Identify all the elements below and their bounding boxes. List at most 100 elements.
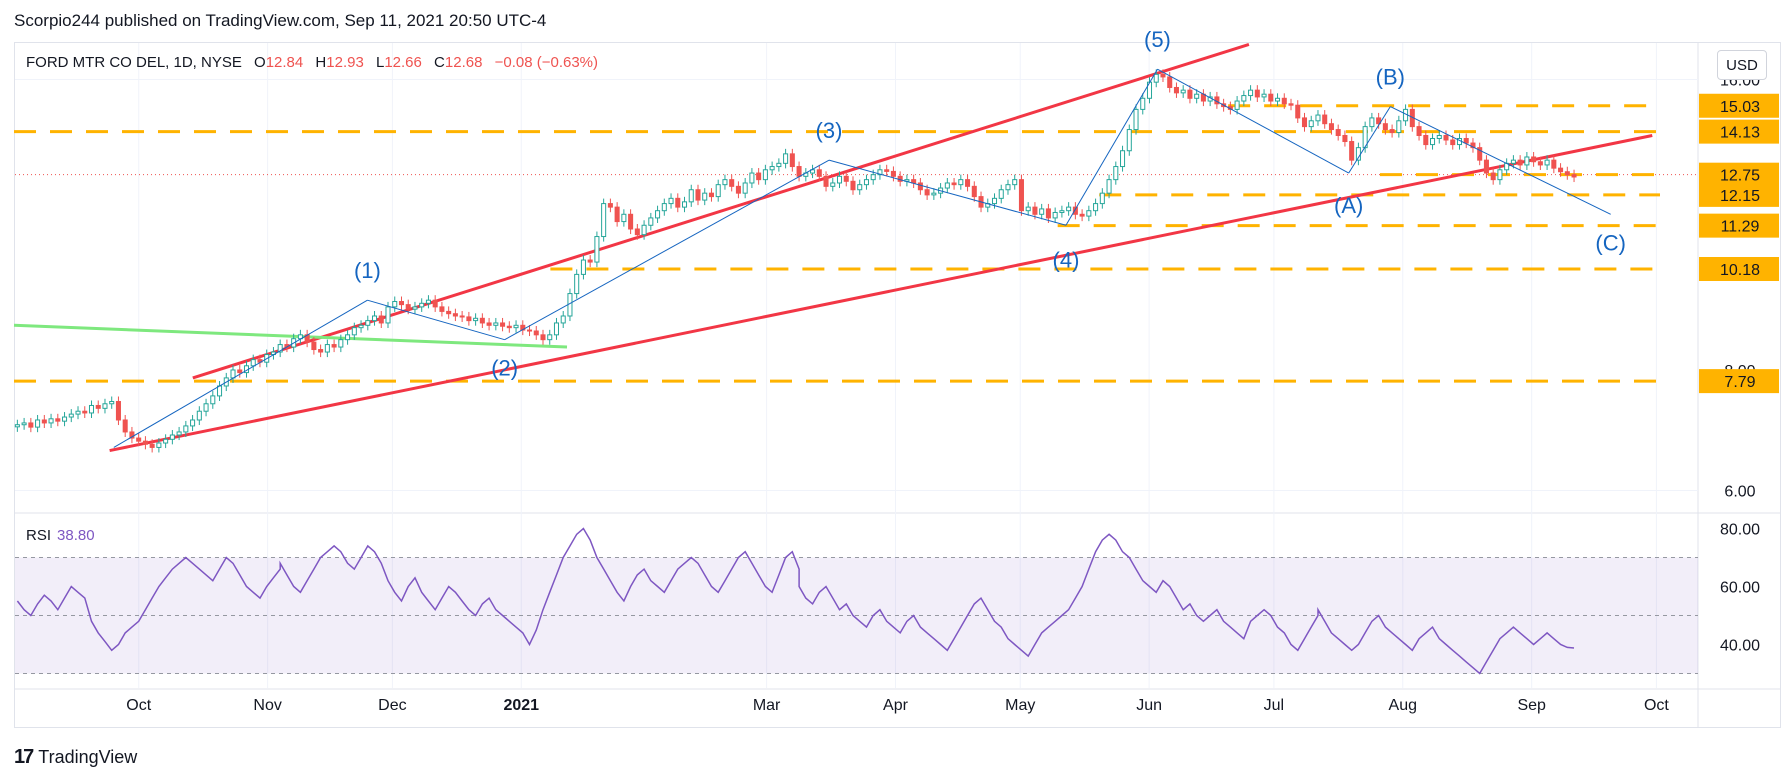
candle — [533, 325, 539, 340]
candle-body — [533, 330, 539, 336]
candle — [634, 223, 640, 240]
candle-body — [742, 182, 748, 194]
candle-body — [473, 317, 479, 322]
wave-label: (3) — [816, 118, 843, 143]
candle-body — [196, 410, 202, 421]
candle — [877, 164, 883, 180]
ohlc-legend: FORD MTR CO DEL, 1D, NYSE O12.84 H12.93 … — [26, 54, 598, 71]
candle — [1335, 124, 1341, 141]
candle-body — [547, 334, 553, 341]
candle-body — [681, 201, 688, 208]
wave-segment — [367, 299, 505, 341]
candle-body — [675, 197, 681, 208]
candle — [857, 179, 863, 195]
wave-label: (A) — [1334, 193, 1363, 218]
candle-body — [580, 259, 586, 275]
candle — [1241, 90, 1247, 107]
rsi-tick-label: 80.00 — [1720, 522, 1760, 539]
candle — [1537, 156, 1543, 170]
candle-body — [1194, 93, 1200, 99]
candle-body — [1086, 210, 1092, 217]
candle-body — [1288, 103, 1294, 106]
candle — [250, 354, 256, 371]
candle — [419, 298, 425, 312]
time-tick-label: Oct — [126, 697, 151, 714]
candle-body — [1261, 93, 1267, 98]
candle — [547, 329, 553, 345]
candle-body — [365, 320, 371, 326]
candle — [729, 174, 735, 192]
candle — [68, 409, 74, 423]
candle-body — [21, 422, 27, 426]
current-price-tag — [1699, 162, 1779, 187]
candle — [580, 255, 586, 280]
candle — [904, 174, 910, 187]
candle-body — [1443, 134, 1449, 141]
elliott-wave-labels: (1) (2) (3) (4) (5) (A) (B) (C) — [354, 27, 1626, 380]
candle-body — [1032, 206, 1038, 215]
candle — [688, 184, 694, 207]
candle — [439, 301, 445, 317]
moving-average-line — [13, 323, 568, 349]
wave-segment — [1390, 106, 1611, 215]
elliott-wave-lines — [113, 68, 1611, 448]
candle-body — [419, 302, 425, 308]
candle — [890, 166, 896, 182]
candle-body — [398, 301, 405, 306]
currency-button[interactable]: USD — [1717, 50, 1767, 80]
candle-body — [250, 359, 256, 367]
publication-header: Scorpio244 published on TradingView.com,… — [14, 11, 547, 30]
candle-body — [1524, 156, 1530, 166]
candle-body — [628, 213, 634, 230]
candle-body — [1322, 114, 1328, 125]
candle-body — [668, 197, 674, 205]
candle — [88, 400, 95, 419]
candle-body — [1416, 126, 1422, 136]
candle — [1059, 205, 1065, 218]
candle-body — [924, 189, 930, 196]
candle — [1558, 163, 1564, 177]
candle — [1295, 100, 1301, 123]
candle — [1261, 89, 1267, 102]
candle — [1012, 174, 1018, 190]
candle — [958, 174, 964, 190]
candle — [594, 231, 600, 268]
candle-body — [217, 385, 223, 397]
candle — [796, 161, 802, 182]
candle — [459, 310, 465, 322]
candle-body — [466, 316, 472, 322]
candle-body — [425, 299, 431, 304]
candle-body — [884, 169, 890, 172]
candle — [769, 161, 775, 175]
candle — [621, 209, 627, 227]
candle-body — [129, 431, 135, 439]
candle-body — [850, 180, 856, 191]
candle-body — [102, 403, 108, 409]
time-axis: Oct Nov Dec 2021 Mar Apr May Jun Jul Aug Sep Oct — [126, 697, 1669, 714]
candle-body — [82, 410, 88, 414]
candle — [1160, 69, 1166, 82]
time-tick-label: Aug — [1389, 697, 1417, 714]
candle — [1005, 179, 1011, 195]
wave-segment — [504, 159, 830, 341]
candle — [1517, 155, 1523, 170]
candle-body — [1268, 93, 1274, 102]
candle — [1018, 174, 1024, 216]
candle-body — [1113, 166, 1119, 181]
candle-body — [951, 182, 957, 186]
candle — [527, 325, 533, 337]
candle-body — [796, 166, 802, 177]
tradingview-logo[interactable]: 17 TradingView — [14, 746, 137, 769]
time-tick-label: 2021 — [503, 697, 539, 714]
candle — [951, 177, 957, 190]
candle-body — [1018, 179, 1024, 212]
candle-body — [1153, 73, 1159, 83]
open-label: O — [254, 54, 266, 71]
candle — [1086, 205, 1092, 222]
candle-body — [372, 315, 378, 322]
candle — [372, 310, 378, 326]
candle-body — [857, 184, 863, 191]
candle — [648, 212, 654, 231]
candle — [655, 205, 661, 223]
